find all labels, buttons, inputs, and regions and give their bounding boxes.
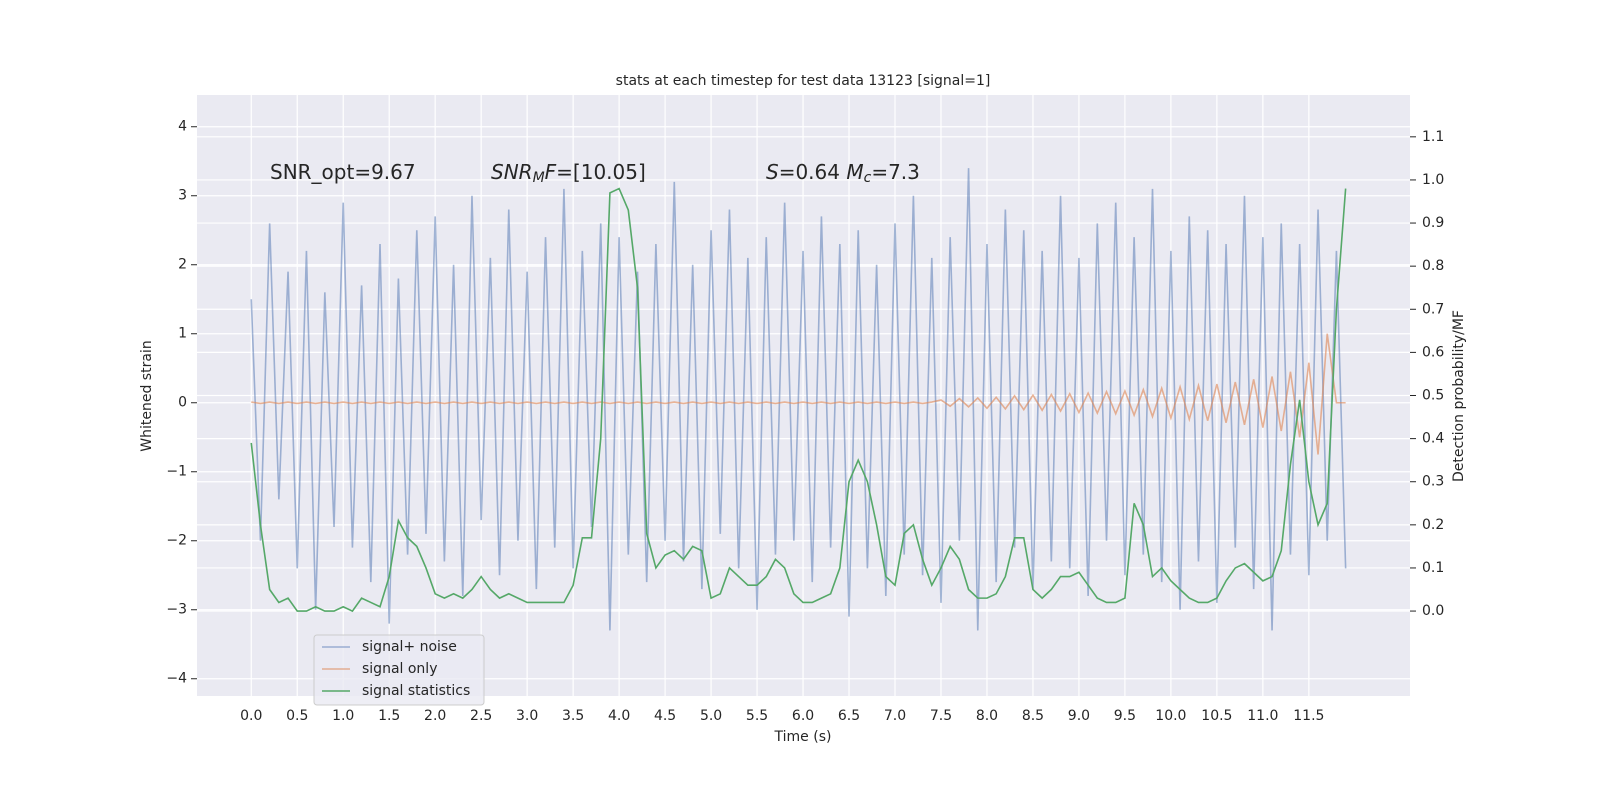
y2-tick-label: 0.7 xyxy=(1422,301,1444,317)
annotation-part: SNR_opt=9.67 xyxy=(270,160,416,184)
series-line xyxy=(251,333,1346,455)
annotation: SNRMF=[10.05] xyxy=(491,160,646,187)
x-tick-label: 11.5 xyxy=(1293,708,1324,724)
y2-tick-label: 0.4 xyxy=(1422,431,1444,447)
y-tick-label: −1 xyxy=(166,464,187,480)
x-tick-label: 3.0 xyxy=(516,708,538,724)
annotation-part: M xyxy=(533,170,545,186)
x-tick-label: 0.0 xyxy=(240,708,262,724)
x-tick-label: 5.0 xyxy=(700,708,722,724)
legend-label: signal statistics xyxy=(362,683,470,699)
annotation-part: =[10.05] xyxy=(556,160,646,184)
x-tick-label: 3.5 xyxy=(562,708,584,724)
annotation: S=0.64 Mc=7.3 xyxy=(766,160,920,187)
x-tick-label: 7.0 xyxy=(884,708,906,724)
legend-label: signal+ noise xyxy=(362,639,457,655)
x-tick-label: 4.0 xyxy=(608,708,630,724)
x-tick-label: 1.0 xyxy=(332,708,354,724)
x-tick-label: 1.5 xyxy=(378,708,400,724)
annotation-part: SNR xyxy=(491,160,533,184)
y-tick-label: −3 xyxy=(166,602,187,618)
x-tick-label: 8.5 xyxy=(1022,708,1044,724)
y2-tick-label: 0.0 xyxy=(1422,603,1444,619)
x-tick-label: 8.0 xyxy=(976,708,998,724)
y-axis-label: Whitened strain xyxy=(139,340,155,451)
y2-tick-label: 0.6 xyxy=(1422,344,1444,360)
x-tick-label: 10.0 xyxy=(1155,708,1186,724)
annotation-part: =7.3 xyxy=(871,160,920,184)
annotation-part: c xyxy=(864,170,872,186)
y2-tick-label: 0.9 xyxy=(1422,215,1444,231)
x-tick-label: 2.5 xyxy=(470,708,492,724)
series-line xyxy=(250,187,1347,613)
x-tick-label: 6.5 xyxy=(838,708,860,724)
x-axis-label: Time (s) xyxy=(774,729,832,745)
chart-title: stats at each timestep for test data 131… xyxy=(616,73,991,89)
y-tick-label: 1 xyxy=(178,326,187,342)
y-tick-label: −2 xyxy=(166,533,187,549)
x-tick-label: 4.5 xyxy=(654,708,676,724)
y-tick-label: 3 xyxy=(178,188,187,204)
y-tick-label: 2 xyxy=(178,257,187,273)
y2-tick-label: 0.3 xyxy=(1422,474,1444,490)
annotation-part: M xyxy=(846,160,863,184)
annotation-part: F xyxy=(545,160,557,184)
x-tick-label: 11.0 xyxy=(1247,708,1278,724)
x-tick-label: 5.5 xyxy=(746,708,768,724)
y2-tick-label: 0.2 xyxy=(1422,517,1444,533)
annotation-part: =0.64 xyxy=(779,160,847,184)
x-tick-label: 6.0 xyxy=(792,708,814,724)
y2-tick-label: 0.5 xyxy=(1422,388,1444,404)
y-tick-label: 0 xyxy=(178,395,187,411)
x-tick-label: 10.5 xyxy=(1201,708,1232,724)
y2-tick-label: 1.0 xyxy=(1422,172,1444,188)
x-tick-label: 9.5 xyxy=(1114,708,1136,724)
x-tick-label: 7.5 xyxy=(930,708,952,724)
series-line xyxy=(250,168,1347,631)
y2-axis-label: Detection probability/MF xyxy=(1451,310,1467,482)
y-tick-label: 4 xyxy=(178,119,187,135)
y2-tick-label: 0.8 xyxy=(1422,258,1444,274)
x-tick-label: 2.0 xyxy=(424,708,446,724)
y2-tick-label: 1.1 xyxy=(1422,129,1444,145)
annotation-part: S xyxy=(766,160,779,184)
legend-label: signal only xyxy=(362,661,437,677)
x-tick-label: 9.0 xyxy=(1068,708,1090,724)
x-tick-label: 0.5 xyxy=(286,708,308,724)
annotation: SNR_opt=9.67 xyxy=(270,160,416,184)
y2-tick-label: 0.1 xyxy=(1422,560,1444,576)
y-tick-label: −4 xyxy=(166,671,187,687)
legend-box xyxy=(313,634,485,706)
